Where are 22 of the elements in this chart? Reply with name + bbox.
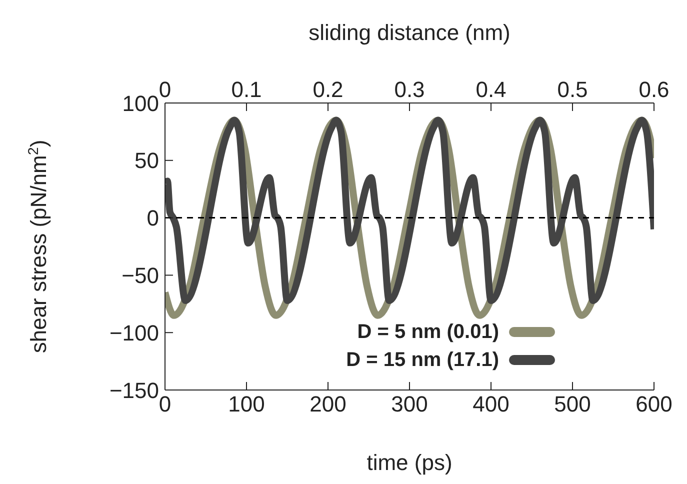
x2-tick-label: 0.2 bbox=[312, 77, 344, 102]
y-tick-label: 50 bbox=[134, 148, 159, 174]
legend-label: D = 15 nm (17.1) bbox=[346, 348, 499, 372]
x-tick-label: 200 bbox=[310, 392, 346, 417]
legend-label: D = 5 nm (0.01) bbox=[357, 320, 499, 344]
x-axis-title: time (ps) bbox=[366, 450, 452, 475]
x2-tick-label: 0.4 bbox=[476, 77, 506, 102]
x-tick-label: 100 bbox=[228, 392, 265, 417]
x2-axis-title: sliding distance (nm) bbox=[308, 20, 510, 45]
x-tick-label: 600 bbox=[636, 392, 672, 417]
x-tick-label: 400 bbox=[472, 392, 510, 417]
y-tick-label: 100 bbox=[122, 90, 159, 116]
y-tick-label: −150 bbox=[109, 378, 159, 403]
x2-tick-label: 0.6 bbox=[638, 77, 670, 102]
x2-tick-label: 0.1 bbox=[231, 77, 262, 102]
y-tick-label: −100 bbox=[109, 320, 159, 346]
x-tick-label: 500 bbox=[554, 392, 591, 417]
x2-tick-label: 0.3 bbox=[394, 77, 425, 102]
x-tick-label: 300 bbox=[391, 392, 428, 417]
y-tick-label: −50 bbox=[122, 263, 159, 288]
x2-tick-label: 0.5 bbox=[557, 77, 588, 102]
y-tick-label: 0 bbox=[146, 206, 159, 231]
